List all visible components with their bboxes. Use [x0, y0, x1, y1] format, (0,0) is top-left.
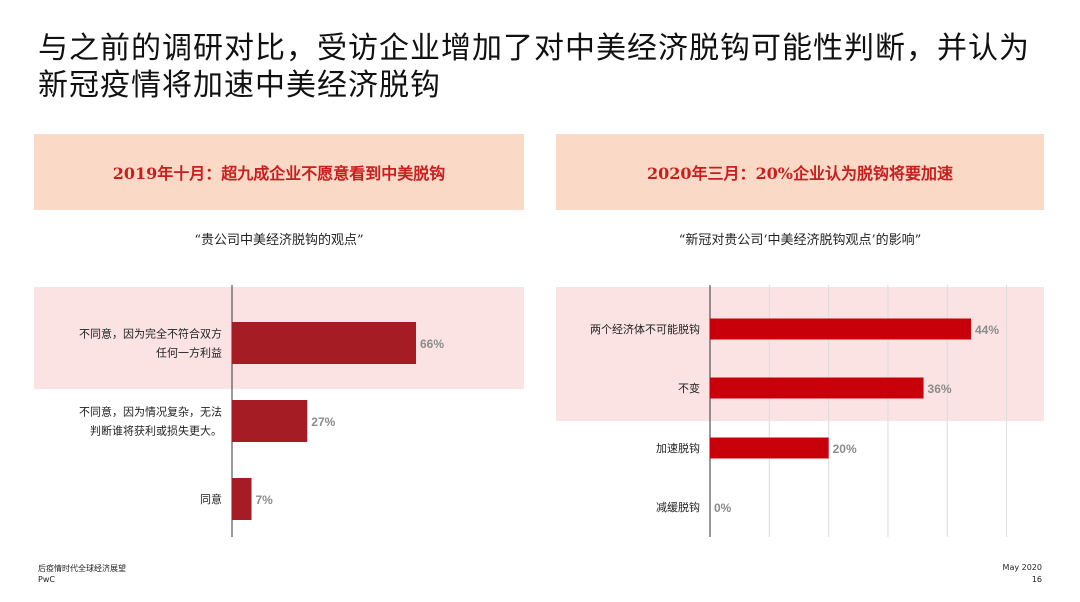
left-category-label: 同意 — [200, 492, 222, 506]
left-bar-value-label: 7% — [256, 493, 274, 507]
left-category-label: 判断谁将获利或损失更大。 — [90, 424, 222, 438]
right-bar — [710, 377, 924, 399]
footer-date: May 2020 — [1002, 563, 1042, 572]
footer-page-number: 16 — [1031, 575, 1042, 584]
left-bar-value-label: 27% — [311, 415, 335, 429]
left-bar — [232, 400, 308, 442]
right-bar-value-label: 20% — [833, 442, 857, 456]
footer-report-title: 后疫情时代全球经济展望 — [38, 564, 126, 573]
right-panel-header: 2020年三月：20%企业认为脱钩将要加速 — [556, 134, 1044, 210]
right-highlight-band — [556, 287, 1044, 421]
right-category-label: 减缓脱钩 — [656, 500, 700, 514]
left-chart-subtitle: “贵公司中美经济脱钩的观点” — [194, 233, 364, 248]
left-panel-header: 2019年十月：超九成企业不愿意看到中美脱钩 — [34, 134, 524, 210]
left-category-label: 不同意，因为完全不符合双方 — [79, 327, 222, 341]
right-bar-value-label: 44% — [975, 323, 999, 337]
right-category-label: 不变 — [678, 381, 700, 395]
right-category-label: 加速脱钩 — [656, 441, 700, 455]
right-bar — [710, 318, 971, 340]
left-category-label: 不同意，因为情况复杂，无法 — [79, 405, 222, 419]
right-category-label: 两个经济体不可能脱钩 — [590, 322, 700, 336]
right-bar — [710, 437, 829, 459]
left-category-label: 任何一方利益 — [156, 346, 222, 360]
page-title: 与之前的调研对比，受访企业增加了对中美经济脱钩可能性判断，并认为新冠疫情将加速中… — [38, 31, 1030, 103]
left-bar-value-label: 66% — [420, 337, 444, 351]
footer-brand: PwC — [38, 575, 55, 584]
right-chart-subtitle: “新冠对贵公司‘中美经济脱钩观点’的影响” — [678, 233, 922, 248]
left-bar — [232, 322, 416, 364]
right-bar-value-label: 0% — [714, 501, 732, 515]
right-bar-value-label: 36% — [928, 382, 952, 396]
left-bar — [232, 478, 252, 520]
